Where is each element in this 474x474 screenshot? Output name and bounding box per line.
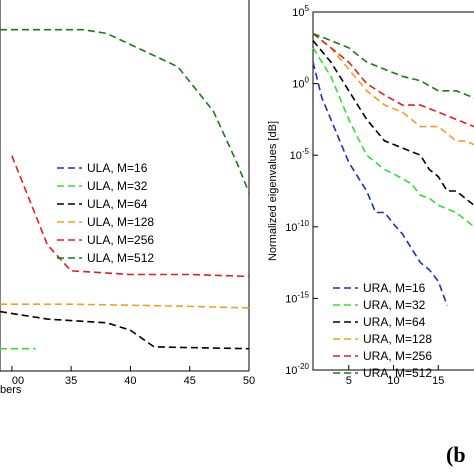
right-plot-frame — [312, 11, 474, 371]
left-x-tick-label: 50 — [243, 375, 255, 387]
right-series-line-ura-m-512 — [312, 32, 474, 99]
right-y-tick-label: 100 — [292, 76, 309, 91]
right-chart: 105 100 10-5 10-10 10-15 10-20 5 10 15 Normaliz… — [267, 4, 474, 387]
right-x-tick-label: 15 — [432, 375, 444, 387]
right-legend-label-ura-m-32: URA, M=32 — [363, 298, 426, 312]
right-y-tick-label: 10-5 — [290, 147, 310, 162]
left-x-tick-label: 45 — [184, 375, 196, 387]
left-series-line-ula-m-128 — [0, 303, 250, 309]
right-y-axis-label: Normalized eigenvalues [dB] — [267, 121, 279, 261]
right-y-tick-label: 105 — [292, 4, 309, 19]
right-x-tick-label: 10 — [387, 375, 399, 387]
left-legend-label-ula-m-32: ULA, M=32 — [87, 179, 148, 193]
left-series-line-ula-m-512 — [0, 28, 250, 194]
right-legend-label-ura-m-16: URA, M=16 — [363, 281, 426, 295]
right-y-tick-label: 10-20 — [285, 362, 309, 377]
left-x-tick-label: 40 — [124, 375, 136, 387]
right-series-line-ura-m-64 — [312, 40, 474, 207]
left-legend-label-ula-m-512: ULA, M=512 — [87, 251, 154, 265]
right-y-ticks: 105 100 10-5 10-10 10-15 10-20 — [285, 4, 318, 377]
left-legend-label-ula-m-16: ULA, M=16 — [87, 161, 148, 175]
right-legend-label-ura-m-512: URA, M=512 — [363, 366, 432, 380]
panel-label: (b — [446, 442, 466, 467]
left-legend-label-ula-m-256: ULA, M=256 — [87, 233, 154, 247]
right-y-tick-label: 10-15 — [285, 290, 309, 305]
left-series-lines — [0, 28, 250, 350]
right-legend-label-ura-m-128: URA, M=128 — [363, 332, 432, 346]
right-series-lines — [312, 32, 474, 306]
left-x-tick-label: 35 — [65, 375, 77, 387]
right-legend: URA, M=16 URA, M=32 URA, M=64 URA, M=128 URA… — [333, 281, 432, 380]
left-legend-label-ula-m-64: ULA, M=64 — [87, 197, 148, 211]
left-x-axis-label: bers — [0, 384, 22, 396]
right-x-tick-label: 5 — [346, 375, 352, 387]
left-series-line-ula-m-64 — [0, 310, 250, 350]
left-x-tick-label: 00 — [12, 375, 24, 387]
right-x-ticks: 5 10 15 — [346, 365, 444, 387]
left-legend: ULA, M=16 ULA, M=32 ULA, M=64 ULA, M=128 ULA… — [57, 161, 154, 265]
left-x-ticks: 00 35 40 45 50 — [11, 366, 255, 387]
right-series-line-ura-m-256 — [312, 32, 474, 128]
left-legend-label-ula-m-128: ULA, M=128 — [87, 215, 154, 229]
right-y-tick-label: 10-10 — [285, 219, 309, 234]
right-legend-label-ura-m-256: URA, M=256 — [363, 349, 432, 363]
right-series-line-ura-m-16 — [312, 61, 448, 306]
right-series-line-ura-m-32 — [312, 47, 474, 229]
right-legend-label-ura-m-64: URA, M=64 — [363, 315, 426, 329]
right-series-line-ura-m-128 — [312, 32, 474, 146]
